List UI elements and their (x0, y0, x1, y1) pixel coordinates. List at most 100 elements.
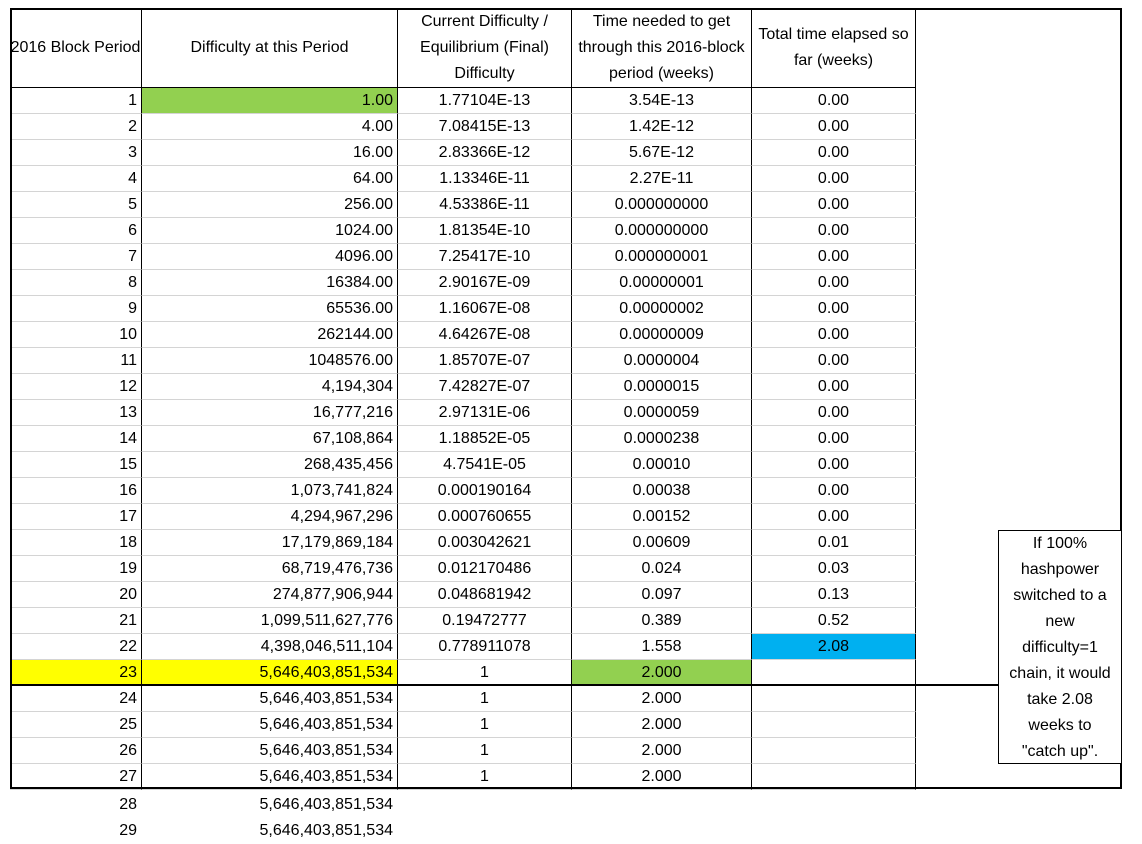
cell-difficulty[interactable]: 4,194,304 (142, 374, 398, 400)
cell-ratio[interactable]: 0.000760655 (398, 504, 572, 530)
cell-difficulty[interactable]: 1,099,511,627,776 (142, 608, 398, 634)
cell-total[interactable]: 0.13 (752, 582, 916, 608)
cell-ratio[interactable]: 0.012170486 (398, 556, 572, 582)
cell-ratio[interactable]: 0.003042621 (398, 530, 572, 556)
catch-up-note[interactable]: If 100% hashpower switched to a new difficul… (998, 530, 1122, 764)
cell-time[interactable]: 2.000 (572, 712, 752, 738)
cell-total[interactable]: 0.00 (752, 426, 916, 452)
cell-period[interactable]: 22 (10, 634, 142, 660)
cell-period[interactable]: 11 (10, 348, 142, 374)
cell-difficulty[interactable]: 4.00 (142, 114, 398, 140)
cell-total[interactable]: 0.00 (752, 374, 916, 400)
cell-time[interactable]: 0.0000015 (572, 374, 752, 400)
cell-period[interactable]: 18 (10, 530, 142, 556)
cell-difficulty[interactable]: 1.00 (142, 88, 398, 114)
cell-difficulty[interactable]: 1,073,741,824 (142, 478, 398, 504)
cell-period[interactable]: 24 (10, 686, 142, 712)
cell-time[interactable]: 2.000 (572, 660, 752, 686)
cell-difficulty[interactable]: 16,777,216 (142, 400, 398, 426)
cell-ratio[interactable]: 2.83366E-12 (398, 140, 572, 166)
cell-time[interactable]: 2.27E-11 (572, 166, 752, 192)
cell-total[interactable]: 0.00 (752, 504, 916, 530)
cell-period[interactable]: 13 (10, 400, 142, 426)
cell-time[interactable]: 5.67E-12 (572, 140, 752, 166)
cell-difficulty[interactable]: 65536.00 (142, 296, 398, 322)
cell-total[interactable] (752, 686, 916, 712)
cell-difficulty[interactable]: 4,294,967,296 (142, 504, 398, 530)
cell-difficulty[interactable]: 5,646,403,851,534 (142, 738, 398, 764)
cell-difficulty[interactable]: 256.00 (142, 192, 398, 218)
cell-time[interactable]: 0.00609 (572, 530, 752, 556)
cell-difficulty[interactable]: 67,108,864 (142, 426, 398, 452)
cell-period[interactable]: 19 (10, 556, 142, 582)
cell-total[interactable]: 0.00 (752, 478, 916, 504)
cell-time[interactable]: 0.0000004 (572, 348, 752, 374)
cell-period[interactable]: 1 (10, 88, 142, 114)
cell-ratio[interactable]: 0.778911078 (398, 634, 572, 660)
cell-period[interactable]: 4 (10, 166, 142, 192)
cell-period[interactable]: 3 (10, 140, 142, 166)
cell-time[interactable]: 0.00010 (572, 452, 752, 478)
cell-total[interactable] (752, 660, 916, 686)
cell-ratio[interactable]: 1 (398, 660, 572, 686)
cell-difficulty[interactable]: 5,646,403,851,534 (142, 660, 398, 686)
header-time-needed[interactable]: Time needed to get through this 2016-blo… (572, 8, 752, 88)
cell-total[interactable]: 0.52 (752, 608, 916, 634)
cell-total[interactable]: 0.00 (752, 140, 916, 166)
cell-difficulty[interactable]: 5,646,403,851,534 (142, 686, 398, 712)
cell-time[interactable]: 2.000 (572, 764, 752, 790)
header-ratio[interactable]: Current Difficulty / Equilibrium (Final)… (398, 8, 572, 88)
cell-time[interactable]: 0.00038 (572, 478, 752, 504)
header-difficulty[interactable]: Difficulty at this Period (142, 8, 398, 88)
cell-time[interactable]: 0.389 (572, 608, 752, 634)
cell-ratio[interactable]: 4.64267E-08 (398, 322, 572, 348)
cell-difficulty[interactable]: 274,877,906,944 (142, 582, 398, 608)
cell-period[interactable]: 7 (10, 244, 142, 270)
cell-period[interactable]: 26 (10, 738, 142, 764)
cell-difficulty[interactable]: 17,179,869,184 (142, 530, 398, 556)
cell-period[interactable]: 15 (10, 452, 142, 478)
cell-total[interactable]: 0.00 (752, 400, 916, 426)
cell-period[interactable]: 25 (10, 712, 142, 738)
cell-total[interactable]: 0.03 (752, 556, 916, 582)
cell-period[interactable]: 6 (10, 218, 142, 244)
cell-difficulty[interactable]: 68,719,476,736 (142, 556, 398, 582)
cell-period[interactable]: 17 (10, 504, 142, 530)
cell-time[interactable]: 2.000 (572, 686, 752, 712)
cell-total[interactable]: 0.00 (752, 166, 916, 192)
cell-period[interactable]: 12 (10, 374, 142, 400)
cell-difficulty[interactable]: 1024.00 (142, 218, 398, 244)
cell-ratio[interactable]: 1 (398, 764, 572, 790)
cell-ratio[interactable]: 4.7541E-05 (398, 452, 572, 478)
cell-time[interactable]: 0.00152 (572, 504, 752, 530)
cell-time[interactable]: 0.000000001 (572, 244, 752, 270)
cell-period[interactable]: 28 (119, 796, 137, 813)
cell-period[interactable]: 21 (10, 608, 142, 634)
cell-total[interactable]: 0.00 (752, 348, 916, 374)
cell-time[interactable]: 0.00000009 (572, 322, 752, 348)
cell-total[interactable]: 0.00 (752, 114, 916, 140)
cell-ratio[interactable]: 1.16067E-08 (398, 296, 572, 322)
cell-time[interactable]: 3.54E-13 (572, 88, 752, 114)
cell-difficulty[interactable]: 16.00 (142, 140, 398, 166)
cell-ratio[interactable]: 1 (398, 738, 572, 764)
cell-period[interactable]: 2 (10, 114, 142, 140)
cell-time[interactable]: 0.00000002 (572, 296, 752, 322)
cell-total[interactable] (752, 764, 916, 790)
cell-total[interactable]: 0.01 (752, 530, 916, 556)
cell-ratio[interactable]: 0.19472777 (398, 608, 572, 634)
cell-difficulty[interactable]: 262144.00 (142, 322, 398, 348)
cell-total[interactable]: 0.00 (752, 270, 916, 296)
cell-time[interactable]: 0.000000000 (572, 218, 752, 244)
cell-total[interactable]: 0.00 (752, 218, 916, 244)
cell-time[interactable]: 0.097 (572, 582, 752, 608)
cell-difficulty[interactable]: 5,646,403,851,534 (259, 796, 393, 813)
cell-ratio[interactable]: 2.90167E-09 (398, 270, 572, 296)
cell-ratio[interactable]: 1.18852E-05 (398, 426, 572, 452)
cell-ratio[interactable]: 1.77104E-13 (398, 88, 572, 114)
cell-ratio[interactable]: 7.25417E-10 (398, 244, 572, 270)
cell-total[interactable]: 2.08 (752, 634, 916, 660)
cell-ratio[interactable]: 1.85707E-07 (398, 348, 572, 374)
cell-period[interactable]: 9 (10, 296, 142, 322)
cell-total[interactable]: 0.00 (752, 244, 916, 270)
